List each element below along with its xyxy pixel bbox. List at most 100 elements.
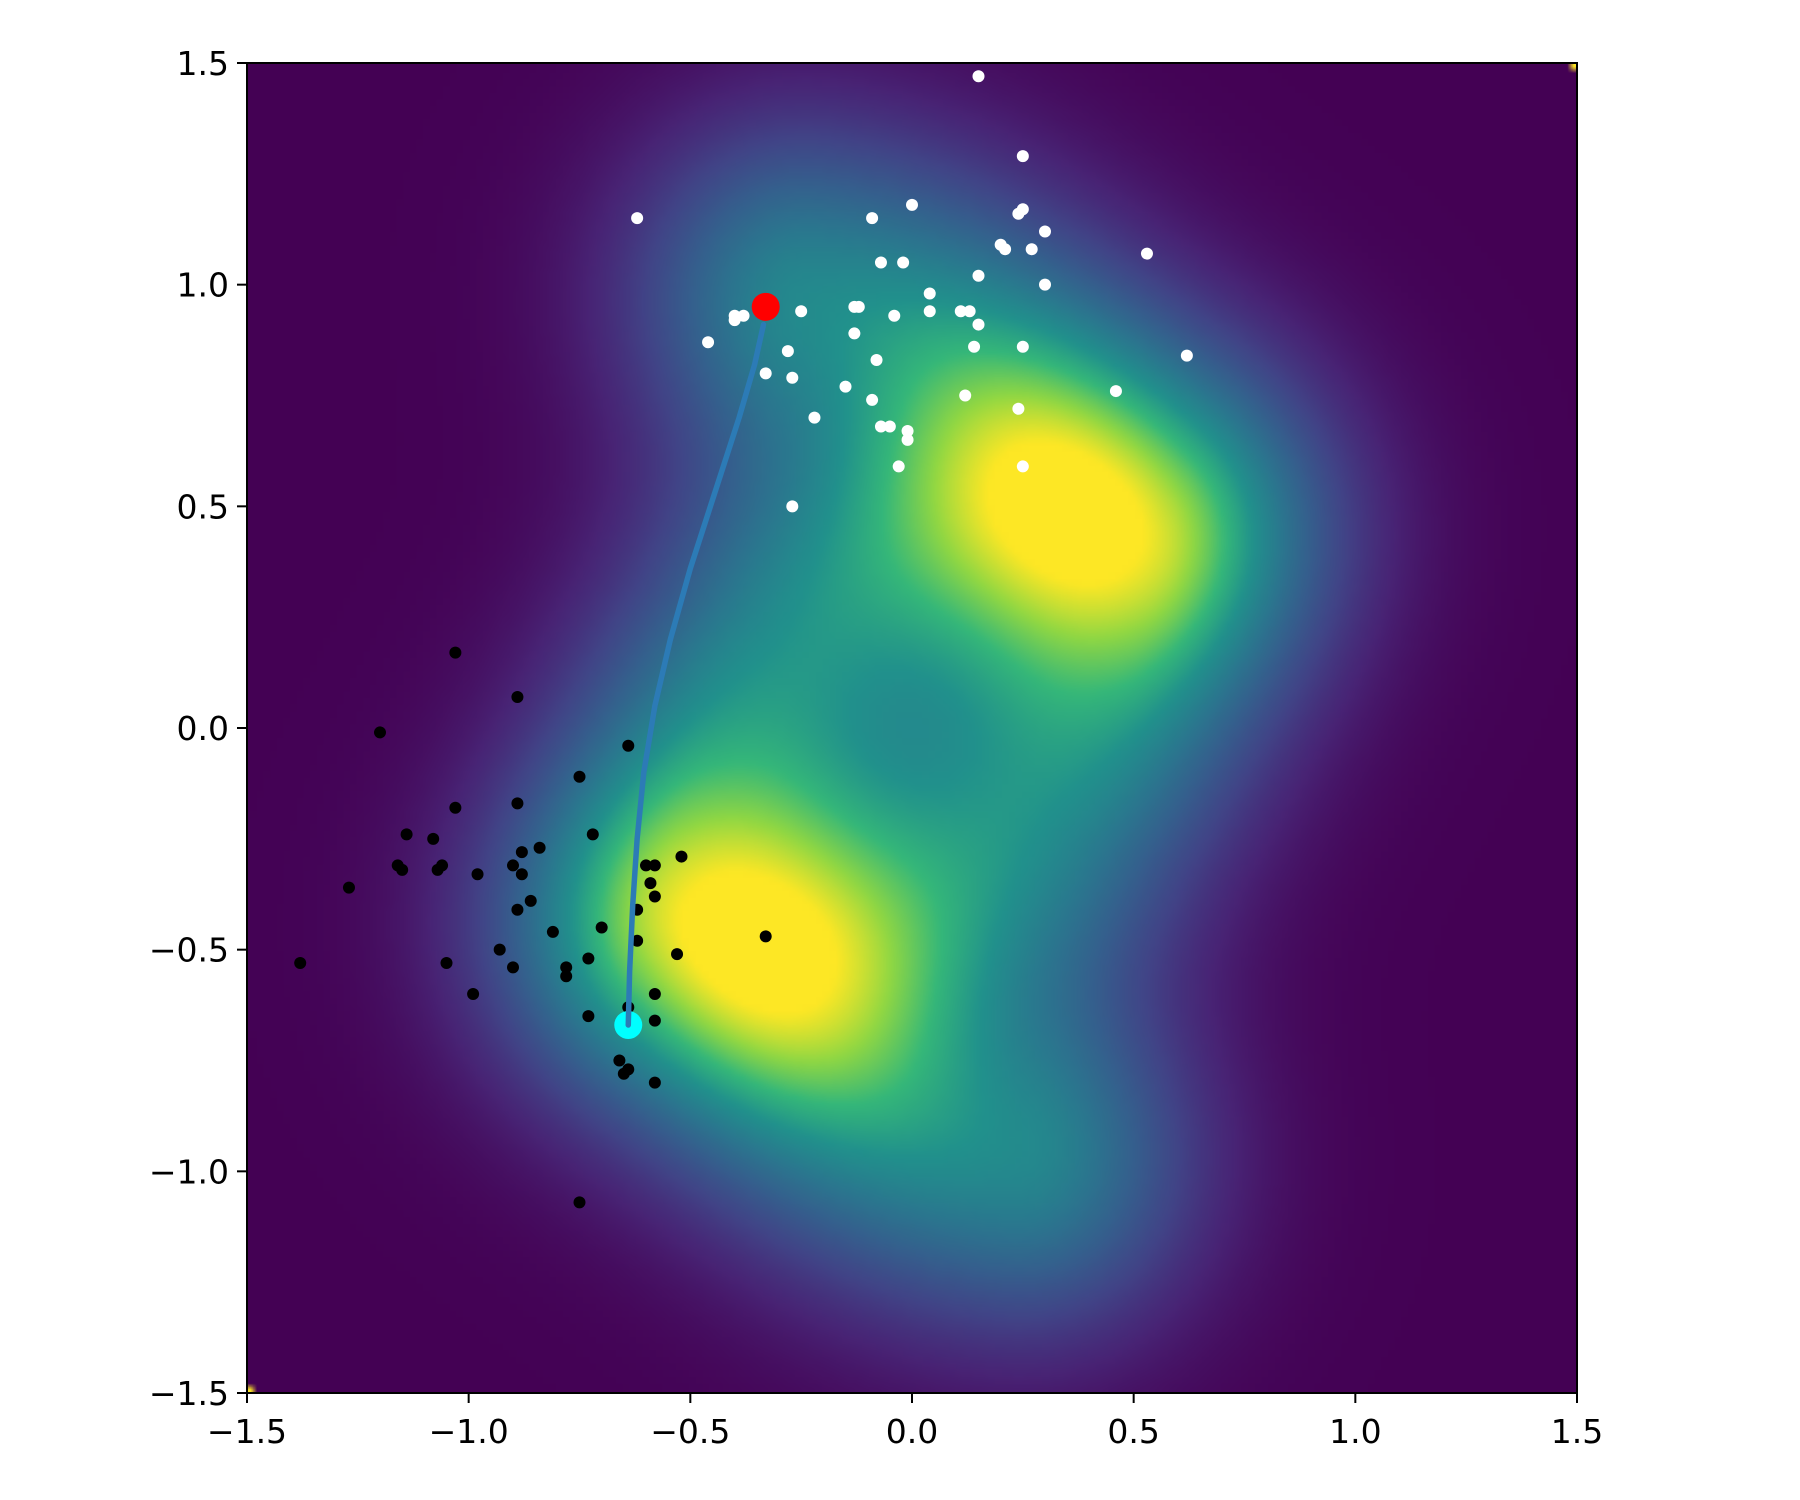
scatter-point [1039, 225, 1051, 238]
scatter-point [866, 393, 879, 406]
scatter-point [507, 961, 519, 974]
x-tick-label: 0.5 [1107, 1412, 1159, 1451]
scatter-point [586, 828, 599, 841]
scatter-point [1016, 340, 1029, 353]
scatter-point [440, 956, 453, 969]
scatter-point [671, 948, 684, 961]
scatter-point [631, 212, 644, 225]
scatter-point [968, 340, 981, 353]
y-tick-label: 1.5 [177, 44, 229, 83]
scatter-point [786, 371, 799, 384]
x-tick-label: −0.5 [650, 1412, 730, 1451]
x-tick-label: −1.5 [207, 1412, 287, 1451]
scatter-point [640, 859, 652, 872]
scatter-point [901, 424, 914, 437]
scatter-point [874, 420, 887, 433]
scatter-point [759, 367, 772, 380]
scatter-point [648, 859, 661, 872]
scatter-point [901, 433, 914, 446]
scatter-point [759, 930, 772, 943]
scatter-point [1016, 203, 1029, 216]
scatter-point [471, 868, 484, 881]
scatter-point [786, 500, 799, 513]
scatter-point [617, 1067, 630, 1080]
scatter-point [1016, 460, 1029, 473]
scatter-point [795, 305, 808, 318]
y-tick-label: 0.0 [177, 709, 229, 748]
y-tick-label: 0.5 [177, 487, 229, 526]
scatter-point [533, 841, 546, 854]
y-tick-label: 1.0 [177, 266, 229, 305]
scatter-point [1109, 385, 1122, 398]
x-tick-label: 0.0 [886, 1412, 938, 1451]
scatter-point [573, 1196, 586, 1209]
scatter-point [923, 305, 936, 318]
scatter-point [852, 300, 865, 313]
scatter-point [511, 903, 524, 916]
scatter-point [374, 726, 386, 739]
scatter-point [342, 881, 355, 894]
scatter-point [294, 956, 307, 969]
scatter-point [582, 1010, 595, 1023]
scatter-point [507, 859, 519, 872]
scatter-point [972, 269, 985, 282]
scatter-point [648, 890, 661, 903]
y-tick-label: −0.5 [149, 931, 229, 970]
scatter-point [808, 411, 821, 424]
scatter-point [883, 420, 896, 433]
scatter-point [963, 305, 976, 318]
scatter-point [595, 921, 608, 934]
scatter-point [737, 309, 750, 322]
scatter-point [524, 894, 537, 907]
scatter-point [648, 1014, 661, 1027]
x-tick-label: −1.0 [429, 1412, 509, 1451]
scatter-point [874, 256, 887, 269]
scatter-point [972, 70, 985, 83]
scatter-point [396, 863, 409, 876]
x-axis: −1.5 −1.0 −0.5 0.0 0.5 1.0 1.5 [207, 1393, 1603, 1451]
scatter-point [888, 309, 901, 322]
scatter-point [1025, 243, 1038, 256]
scatter-point [573, 770, 586, 783]
trajectory-line [625, 321, 767, 1028]
x-tick-label: 1.5 [1551, 1412, 1603, 1451]
black-scatter-series [294, 646, 772, 1209]
scatter-point [644, 877, 657, 890]
scatter-point [511, 797, 524, 810]
scatter-point [546, 925, 559, 938]
scatter-point [648, 988, 661, 1000]
scatter-point [866, 212, 879, 225]
white-scatter-series [631, 70, 1193, 513]
scatter-point [906, 198, 918, 211]
scatter-point [675, 850, 688, 863]
y-tick-label: −1.5 [149, 1374, 229, 1413]
scatter-point [892, 460, 905, 473]
density-heatmap [247, 63, 1577, 1393]
scatter-point [702, 336, 715, 349]
scatter-point [515, 846, 528, 859]
scatter-point [515, 868, 528, 881]
scatter-point [1140, 247, 1153, 260]
scatter-point [400, 828, 413, 841]
scatter-point [923, 287, 936, 300]
scatter-point [648, 1076, 661, 1089]
scatter-point [999, 243, 1012, 256]
scatter-point [1180, 349, 1193, 362]
scatter-point [972, 318, 985, 331]
scatter-point [560, 961, 573, 974]
scatter-point [427, 832, 440, 845]
scatter-point [1016, 150, 1029, 163]
scatter-point [467, 988, 480, 1000]
x-tick-label: 1.0 [1329, 1412, 1381, 1451]
scatter-point [1039, 278, 1051, 291]
scatter-point [613, 1054, 626, 1067]
scatter-point [431, 863, 444, 876]
scatter-point [870, 354, 883, 367]
scatter-point [560, 970, 573, 983]
scatter-point [493, 943, 506, 956]
scatter-point [631, 934, 644, 947]
scatter-point [449, 801, 462, 814]
y-axis: 1.5 1.0 0.5 0.0 −0.5 −1.0 −1.5 [149, 44, 247, 1413]
scatter-point [449, 646, 462, 659]
